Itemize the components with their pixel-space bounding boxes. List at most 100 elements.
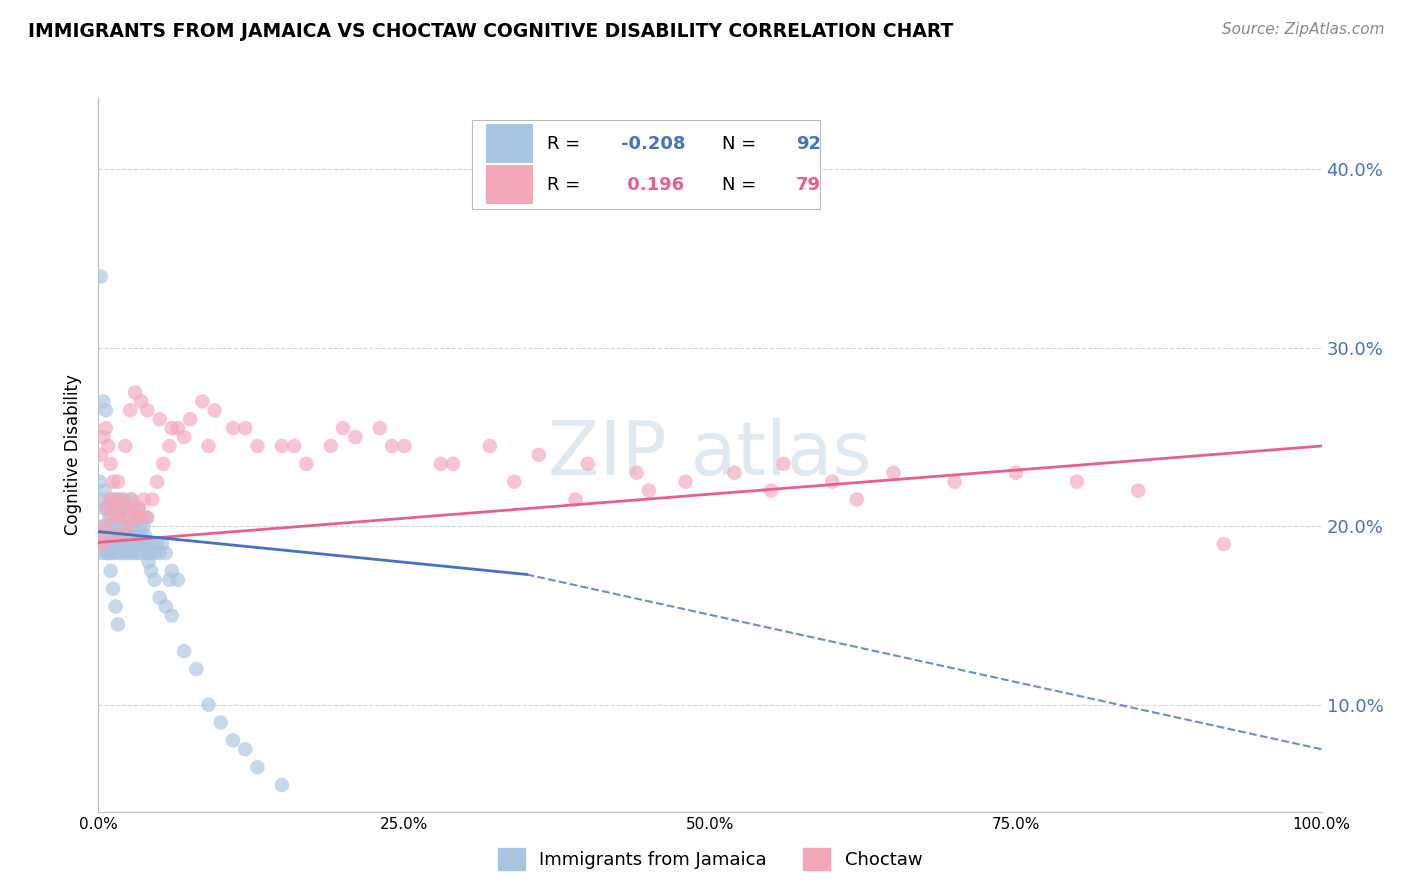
Point [90, 269, 112, 284]
Point [141, 492, 163, 507]
Point [136, 403, 159, 417]
Point [139, 564, 162, 578]
Y-axis label: Cognitive Disability: Cognitive Disability [65, 375, 83, 535]
Point [108, 492, 131, 507]
Point [103, 528, 125, 542]
Legend: Immigrants from Jamaica, Choctaw: Immigrants from Jamaica, Choctaw [484, 834, 936, 885]
Point [94, 421, 117, 435]
Point [101, 537, 124, 551]
Point [478, 439, 501, 453]
Point [91, 519, 114, 533]
Point [129, 519, 152, 533]
Text: IMMIGRANTS FROM JAMAICA VS CHOCTAW COGNITIVE DISABILITY CORRELATION CHART: IMMIGRANTS FROM JAMAICA VS CHOCTAW COGNI… [28, 22, 953, 41]
Point [97, 546, 120, 560]
Point [132, 537, 155, 551]
Point [270, 778, 294, 792]
Point [127, 537, 149, 551]
Point [112, 501, 135, 516]
Point [107, 519, 129, 533]
Point [108, 546, 131, 560]
Point [101, 492, 124, 507]
Point [150, 537, 173, 551]
Point [89, 528, 111, 542]
Point [319, 439, 342, 453]
Point [91, 537, 114, 551]
Point [129, 510, 152, 524]
Point [122, 501, 145, 516]
Point [120, 492, 142, 507]
Point [93, 501, 115, 516]
Point [761, 483, 783, 498]
Point [167, 421, 190, 435]
Point [114, 537, 136, 551]
Point [1004, 466, 1026, 480]
Point [94, 403, 117, 417]
Point [135, 510, 157, 524]
Point [160, 421, 183, 435]
Point [125, 510, 148, 524]
Point [143, 573, 166, 587]
Point [108, 510, 131, 524]
Point [821, 475, 844, 489]
FancyBboxPatch shape [486, 165, 533, 204]
Point [91, 394, 114, 409]
Point [173, 430, 195, 444]
Point [209, 715, 232, 730]
Point [115, 510, 138, 524]
Point [90, 448, 112, 462]
Point [128, 501, 150, 516]
Point [295, 457, 318, 471]
Point [368, 421, 391, 435]
Point [125, 510, 148, 524]
Point [117, 546, 139, 560]
Point [222, 733, 245, 747]
Point [131, 546, 153, 560]
Point [146, 537, 169, 551]
Text: R =: R = [547, 135, 586, 153]
Point [845, 492, 868, 507]
Point [155, 546, 177, 560]
Point [392, 439, 416, 453]
Text: N =: N = [723, 176, 762, 194]
Point [344, 430, 367, 444]
Point [626, 466, 648, 480]
Point [129, 394, 152, 409]
Point [136, 510, 159, 524]
Point [110, 528, 132, 542]
Point [149, 591, 172, 605]
Point [283, 439, 305, 453]
Point [115, 528, 138, 542]
Point [112, 519, 135, 533]
Point [111, 537, 134, 551]
Point [167, 573, 190, 587]
Point [118, 519, 141, 533]
Point [332, 421, 354, 435]
Point [430, 457, 453, 471]
Point [186, 662, 208, 676]
Point [222, 421, 245, 435]
Point [97, 439, 120, 453]
Point [120, 403, 142, 417]
Point [120, 528, 142, 542]
Point [134, 528, 156, 542]
Point [723, 466, 745, 480]
Point [157, 573, 180, 587]
Point [138, 555, 160, 569]
Point [103, 546, 125, 560]
Point [129, 510, 152, 524]
Point [114, 439, 136, 453]
Point [122, 537, 145, 551]
Point [139, 546, 162, 560]
Point [89, 475, 111, 489]
Point [97, 537, 120, 551]
Point [101, 528, 124, 542]
Text: N =: N = [723, 135, 762, 153]
Point [112, 492, 135, 507]
Point [122, 519, 145, 533]
Point [103, 501, 125, 516]
Point [124, 385, 146, 400]
Point [233, 421, 256, 435]
Point [197, 439, 219, 453]
Point [128, 501, 150, 516]
Point [146, 475, 169, 489]
